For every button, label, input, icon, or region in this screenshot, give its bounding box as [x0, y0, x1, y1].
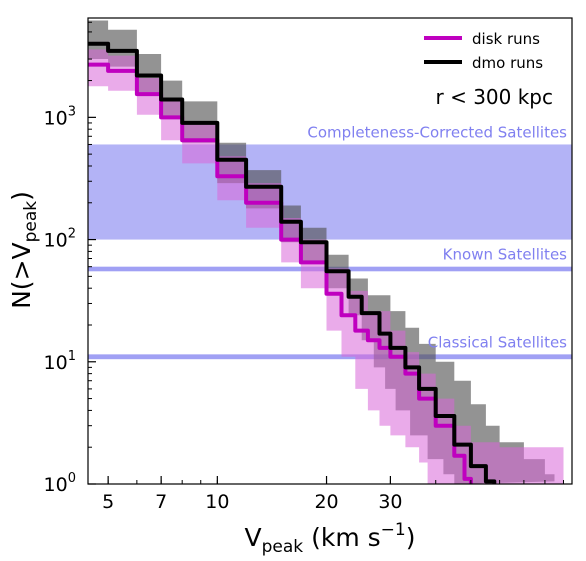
legend: disk runs dmo runs: [424, 30, 543, 72]
y-tick-label: 101: [44, 349, 76, 374]
y-axis-label-main: N(>V: [7, 242, 36, 309]
x-tick-label: 10: [205, 491, 229, 513]
reference-band-label: Classical Satellites: [428, 333, 567, 351]
x-axis-label-main: V: [245, 523, 262, 552]
series-lines: [88, 41, 497, 484]
x-axis-label-close: ): [406, 523, 416, 552]
series-line-dmo: [88, 41, 497, 484]
y-tick-label: 103: [44, 104, 76, 129]
reference-band-label: Known Satellites: [443, 246, 567, 264]
reference-band: [88, 144, 572, 240]
radius-annotation: r < 300 kpc: [436, 85, 554, 109]
x-axis-label: Vpeak (km s−1): [245, 520, 416, 557]
reference-band: [88, 354, 572, 360]
x-tick-label: 20: [314, 491, 338, 513]
x-axis-label-sup: −1: [381, 520, 406, 540]
x-tick-label: 5: [102, 491, 114, 513]
x-ticks: 5 7 10 20 30: [102, 476, 564, 513]
x-tick-label: 7: [155, 491, 167, 513]
x-axis-label-sub: peak: [262, 537, 304, 557]
y-axis-label-sub: peak: [21, 201, 41, 243]
x-axis-label-units: (km s: [303, 523, 381, 552]
legend-label-disk: disk runs: [472, 30, 540, 48]
y-axis-label: N(>Vpeak): [7, 191, 41, 309]
x-tick-label: 30: [378, 491, 402, 513]
band-labels: Completeness-Corrected Satellites Known S…: [307, 123, 567, 351]
reference-band-label: Completeness-Corrected Satellites: [307, 123, 567, 141]
y-ticks: 100 101 102 103: [44, 21, 96, 496]
y-tick-label: 100: [44, 471, 76, 496]
y-axis-label-close: ): [7, 191, 36, 201]
y-tick-label: 102: [44, 227, 76, 252]
legend-label-dmo: dmo runs: [472, 54, 543, 72]
